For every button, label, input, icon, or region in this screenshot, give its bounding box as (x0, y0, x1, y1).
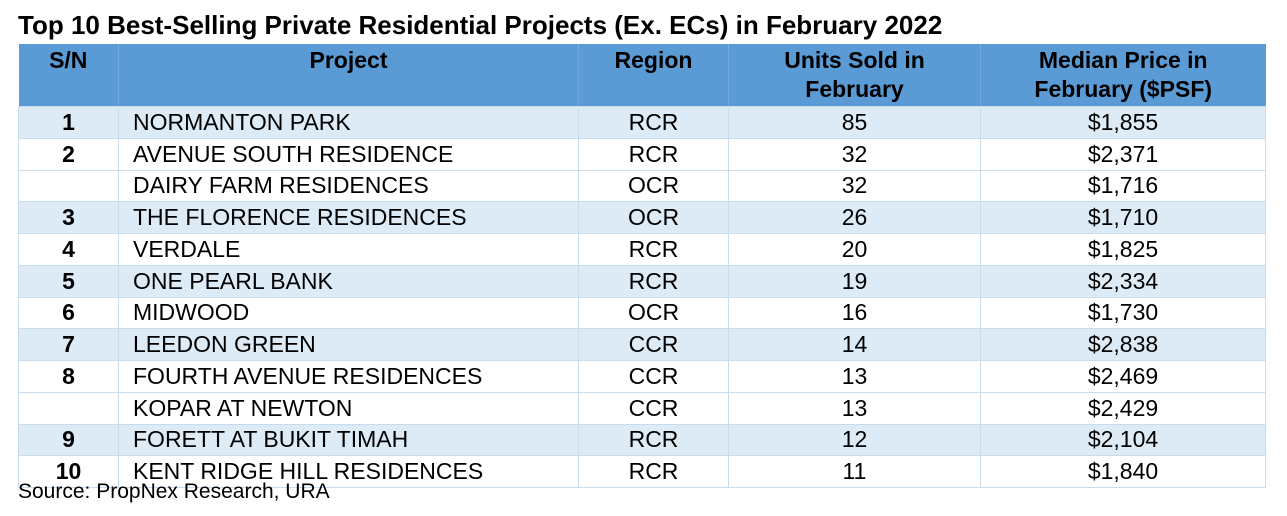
cell-sn: 6 (18, 296, 119, 330)
cell-units: 32 (728, 169, 981, 203)
cell-region: CCR (578, 328, 729, 361)
table-row: 10 KENT RIDGE HILL RESIDENCES RCR 11 $1,… (18, 455, 1266, 488)
cell-units: 32 (728, 137, 981, 171)
table-row: 6 MIDWOOD OCR 16 $1,730 (18, 296, 1266, 330)
cell-price: $1,710 (980, 201, 1266, 234)
cell-price: $1,730 (980, 296, 1266, 330)
header-region: Region (578, 44, 729, 107)
cell-region: CCR (578, 391, 729, 425)
table-row: 8 FOURTH AVENUE RESIDENCES CCR 13 $2,469 (18, 360, 1266, 393)
cell-sn (18, 391, 119, 425)
cell-units: 14 (728, 328, 981, 361)
header-units-line2: February (805, 76, 904, 102)
cell-project: AVENUE SOUTH RESIDENCE (118, 137, 579, 171)
cell-region: OCR (578, 201, 729, 234)
table-row: 1 NORMANTON PARK RCR 85 $1,855 (18, 106, 1266, 139)
cell-sn: 8 (18, 360, 119, 393)
table-row: 9 FORETT AT BUKIT TIMAH RCR 12 $2,104 (18, 423, 1266, 457)
cell-price: $2,838 (980, 328, 1266, 361)
cell-sn: 7 (18, 328, 119, 361)
table-header-row: S/N Project Region Units Sold in Februar… (18, 44, 1266, 107)
cell-region: RCR (578, 423, 729, 457)
cell-sn: 9 (18, 423, 119, 457)
cell-units: 19 (728, 264, 981, 298)
cell-sn: 10 (18, 455, 119, 488)
cell-price: $2,469 (980, 360, 1266, 393)
source-note: Source: PropNex Research, URA (18, 480, 330, 503)
cell-region: RCR (578, 264, 729, 298)
cell-sn: 2 (18, 137, 119, 171)
cell-project: KOPAR AT NEWTON (118, 391, 579, 425)
header-units-sold: Units Sold in February (728, 44, 981, 107)
cell-project: NORMANTON PARK (118, 106, 579, 139)
header-project-label: Project (309, 47, 388, 73)
cell-project: DAIRY FARM RESIDENCES (118, 169, 579, 203)
best-selling-projects-table: S/N Project Region Units Sold in Februar… (18, 44, 1266, 488)
header-price-line1: Median Price in (1038, 47, 1208, 73)
table-row: 2 AVENUE SOUTH RESIDENCE RCR 32 $2,371 (18, 137, 1266, 171)
header-region-label: Region (614, 47, 693, 73)
cell-region: OCR (578, 296, 729, 330)
cell-sn: 3 (18, 201, 119, 234)
cell-region: CCR (578, 360, 729, 393)
cell-project: MIDWOOD (118, 296, 579, 330)
table-title: Top 10 Best-Selling Private Residential … (18, 10, 943, 40)
header-sn-label: S/N (49, 47, 88, 73)
cell-project: ONE PEARL BANK (118, 264, 579, 298)
cell-price: $1,716 (980, 169, 1266, 203)
cell-region: RCR (578, 233, 729, 266)
header-median-price: Median Price in February ($PSF) (980, 44, 1266, 107)
cell-price: $2,429 (980, 391, 1266, 425)
table-row: DAIRY FARM RESIDENCES OCR 32 $1,716 (18, 169, 1266, 203)
cell-price: $2,334 (980, 264, 1266, 298)
cell-sn: 1 (18, 106, 119, 139)
cell-price: $2,104 (980, 423, 1266, 457)
cell-project: FOURTH AVENUE RESIDENCES (118, 360, 579, 393)
cell-project: LEEDON GREEN (118, 328, 579, 361)
cell-units: 85 (728, 106, 981, 139)
cell-units: 13 (728, 360, 981, 393)
cell-region: RCR (578, 455, 729, 488)
cell-units: 12 (728, 423, 981, 457)
table-row: 7 LEEDON GREEN CCR 14 $2,838 (18, 328, 1266, 361)
cell-region: RCR (578, 137, 729, 171)
header-sn: S/N (18, 44, 119, 107)
cell-region: RCR (578, 106, 729, 139)
cell-project: KENT RIDGE HILL RESIDENCES (118, 455, 579, 488)
cell-units: 16 (728, 296, 981, 330)
table-row: 5 ONE PEARL BANK RCR 19 $2,334 (18, 264, 1266, 298)
cell-price: $2,371 (980, 137, 1266, 171)
table-row: 3 THE FLORENCE RESIDENCES OCR 26 $1,710 (18, 201, 1266, 234)
cell-units: 26 (728, 201, 981, 234)
cell-units: 11 (728, 455, 981, 488)
cell-price: $1,825 (980, 233, 1266, 266)
cell-price: $1,840 (980, 455, 1266, 488)
cell-project: THE FLORENCE RESIDENCES (118, 201, 579, 234)
table-row: 4 VERDALE RCR 20 $1,825 (18, 233, 1266, 266)
header-price-line2: February ($PSF) (1034, 76, 1213, 102)
cell-project: VERDALE (118, 233, 579, 266)
header-units-line1: Units Sold in (784, 47, 925, 73)
cell-sn (18, 169, 119, 203)
cell-project: FORETT AT BUKIT TIMAH (118, 423, 579, 457)
cell-sn: 5 (18, 264, 119, 298)
table-row: KOPAR AT NEWTON CCR 13 $2,429 (18, 391, 1266, 425)
cell-sn: 4 (18, 233, 119, 266)
cell-price: $1,855 (980, 106, 1266, 139)
header-project: Project (118, 44, 579, 107)
cell-units: 20 (728, 233, 981, 266)
cell-units: 13 (728, 391, 981, 425)
cell-region: OCR (578, 169, 729, 203)
